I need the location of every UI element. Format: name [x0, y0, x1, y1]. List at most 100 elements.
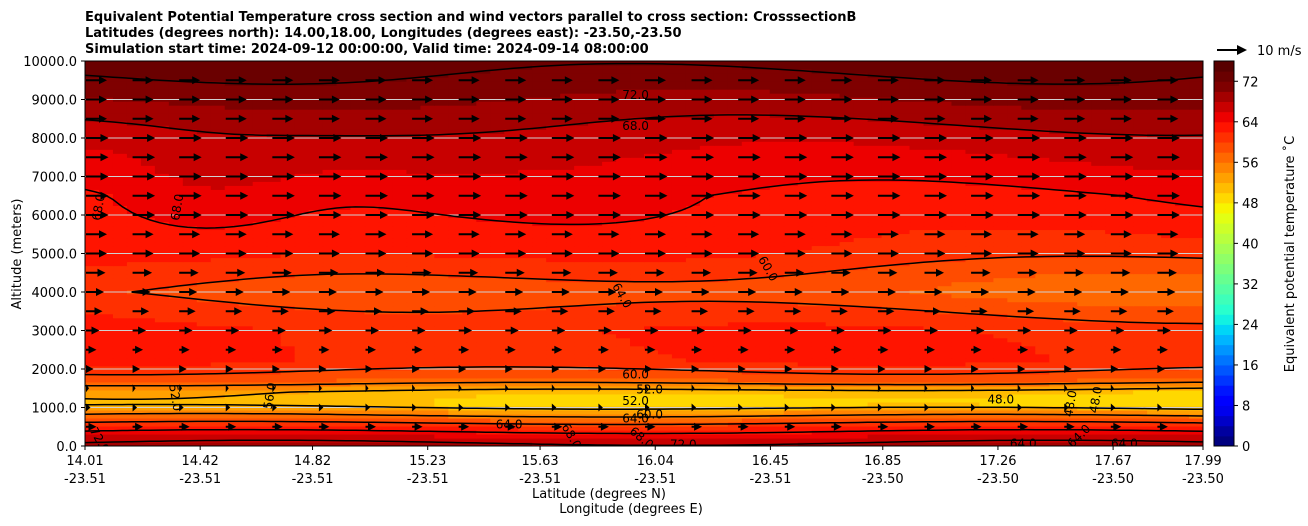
- field-cell: [210, 277, 226, 283]
- field-cell: [140, 221, 156, 227]
- field-cell: [350, 353, 366, 359]
- field-cell: [126, 377, 142, 383]
- field-cell: [713, 373, 729, 379]
- field-cell: [294, 265, 310, 271]
- field-cell: [308, 333, 324, 339]
- field-cell: [1077, 261, 1092, 267]
- field-cell: [797, 333, 813, 339]
- field-cell: [657, 437, 673, 443]
- field-cell: [741, 425, 757, 431]
- field-cell: [1161, 373, 1176, 379]
- field-cell: [196, 333, 212, 339]
- field-cell: [182, 253, 198, 259]
- field-cell: [168, 281, 184, 287]
- field-cell: [476, 249, 491, 255]
- field-cell: [462, 385, 477, 391]
- field-cell: [839, 305, 855, 311]
- field-cell: [727, 389, 743, 395]
- field-cell: [490, 373, 505, 379]
- field-cell: [895, 421, 911, 427]
- field-cell: [224, 353, 240, 359]
- field-cell: [182, 237, 198, 243]
- field-cell: [1063, 209, 1078, 214]
- field-cell: [1049, 345, 1064, 351]
- field-cell: [1035, 317, 1050, 323]
- field-cell: [224, 229, 240, 235]
- field-cell: [112, 317, 128, 323]
- field-cell: [644, 357, 659, 363]
- field-cell: [378, 357, 394, 363]
- field-cell: [993, 377, 1008, 383]
- field-cell: [126, 333, 142, 339]
- field-cell: [85, 253, 100, 259]
- field-cell: [448, 261, 463, 267]
- field-cell: [546, 333, 561, 339]
- field-cell: [1175, 309, 1190, 315]
- field-cell: [112, 313, 128, 319]
- field-cell: [769, 397, 785, 403]
- field-cell: [839, 433, 855, 439]
- field-cell: [126, 425, 142, 431]
- field-cell: [685, 237, 701, 243]
- field-cell: [1035, 433, 1050, 439]
- field-cell: [518, 261, 533, 267]
- field-cell: [504, 293, 519, 299]
- field-cell: [1161, 221, 1176, 227]
- field-cell: [168, 261, 184, 267]
- field-cell: [1119, 393, 1134, 399]
- field-cell: [713, 429, 729, 435]
- field-cell: [616, 209, 631, 214]
- field-cell: [1119, 325, 1134, 331]
- field-cell: [1133, 433, 1148, 439]
- field-cell: [588, 249, 603, 255]
- field-cell: [350, 349, 366, 355]
- field-cell: [224, 257, 240, 263]
- field-cell: [378, 353, 394, 359]
- field-cell: [1133, 237, 1148, 243]
- field-cell: [867, 317, 883, 323]
- field-cell: [923, 197, 939, 202]
- field-cell: [909, 337, 925, 343]
- field-cell: [420, 373, 435, 379]
- field-cell: [476, 241, 491, 247]
- field-cell: [532, 397, 547, 403]
- field-cell: [476, 401, 491, 407]
- field-cell: [741, 253, 757, 259]
- field-cell: [154, 337, 170, 343]
- field-cell: [951, 365, 967, 371]
- field-cell: [1161, 241, 1176, 247]
- field-cell: [154, 361, 170, 367]
- field-cell: [644, 393, 659, 399]
- field-cell: [462, 433, 477, 439]
- field-cell: [1049, 425, 1064, 431]
- field-cell: [168, 217, 184, 223]
- field-cell: [532, 333, 547, 339]
- field-cell: [266, 313, 282, 319]
- field-cell: [504, 377, 519, 383]
- field-cell: [727, 301, 743, 307]
- field-cell: [727, 233, 743, 239]
- field-cell: [755, 241, 771, 247]
- field-cell: [1105, 373, 1120, 379]
- field-cell: [685, 201, 701, 206]
- field-cell: [1077, 349, 1092, 355]
- field-cell: [769, 365, 785, 371]
- field-cell: [98, 345, 114, 351]
- field-cell: [1021, 329, 1036, 335]
- field-cell: [252, 337, 268, 343]
- field-cell: [993, 265, 1008, 271]
- field-cell: [699, 281, 715, 287]
- field-cell: [602, 277, 617, 283]
- field-cell: [490, 317, 505, 323]
- field-cell: [210, 285, 226, 291]
- field-cell: [85, 381, 100, 387]
- field-cell: [490, 345, 505, 351]
- field-cell: [783, 353, 799, 359]
- field-cell: [434, 377, 449, 383]
- field-cell: [657, 425, 673, 431]
- field-cell: [280, 257, 296, 263]
- field-cell: [867, 329, 883, 335]
- field-cell: [364, 241, 380, 247]
- field-cell: [85, 357, 100, 363]
- field-cell: [490, 229, 505, 235]
